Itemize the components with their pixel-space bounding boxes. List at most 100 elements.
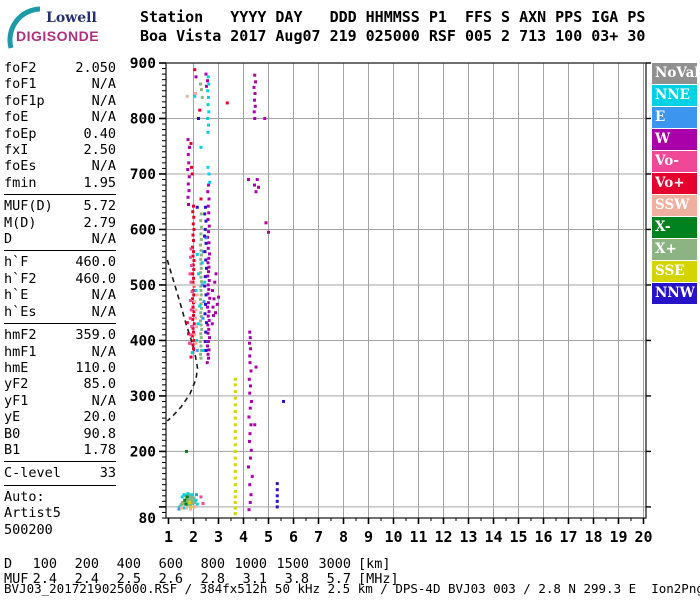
echo-point-nne [190,493,194,497]
x-axis-label: 15 [509,528,527,546]
echo-point-sse [233,377,237,381]
echo-point-w [207,270,210,274]
header-field-value: RSF [428,27,456,45]
echo-point-nne [178,505,182,509]
legend-item-sse: SSE [652,261,697,282]
echo-point-x [199,82,202,86]
echo-point-nne [199,145,203,149]
header-field-value: 005 [464,27,493,45]
echo-point-x [199,311,203,315]
echo-point-w [253,98,256,102]
header-field: Station Boa Vista [140,8,221,46]
echo-point-ssw [195,325,198,329]
echo-point-w [187,175,191,179]
echo-point-ssw [194,308,198,312]
parameter-label: M(D) [4,214,37,231]
echo-point-w [247,178,250,182]
x-axis-label: 7 [314,528,323,546]
echo-point-w [188,145,191,149]
echo-point-vo [188,316,192,320]
echo-point-w [207,318,211,322]
echo-point-nne [182,493,186,497]
echo-point-sse [233,489,237,493]
echo-point-w [248,354,252,358]
echo-point-vo [191,272,195,276]
echo-point-w [206,274,210,278]
parameter-label: yF2 [4,376,29,393]
echo-point-vo [201,502,205,506]
header-field: HHMMSS 025000 [366,8,420,46]
echo-point-w [249,384,252,388]
file-info-footer: BVJ03_2017219025000.RSF / 384fx512h 50 k… [4,581,700,596]
echo-point-w [208,336,211,340]
parameter-value: N/A [91,303,116,320]
echo-point-vo [192,322,196,326]
echo-point-w [214,311,217,315]
bottom-row-cell: 2.4 [74,571,99,587]
echo-point-w [247,415,251,419]
parameter-row: C-level 33 [4,465,116,481]
echo-point-vo [189,255,192,259]
echo-point-nnw [204,219,208,223]
echo-point-nne [206,89,210,93]
echo-point-nne [200,261,204,265]
header-field-label: AXN [519,8,547,26]
header-field-value: Aug07 [275,27,321,45]
echo-point-ssw [189,507,192,511]
echo-point-nnw [203,275,207,279]
header-field-label: YYYY [230,8,267,26]
echo-point-nne [206,165,210,169]
echo-point-nnw [203,234,206,238]
echo-point-vo [189,333,193,337]
autoscaling-info-line: Auto: [4,488,45,505]
header-field: IGA 03+ [591,8,618,46]
echo-point-x [200,348,203,352]
echo-point-nne [206,103,210,107]
echo-point-w [207,265,211,269]
parameter-value: 110.0 [75,359,116,376]
echo-point-vo [192,250,195,254]
echo-point-vo [198,108,202,112]
echo-point-sse [233,449,237,453]
echo-point-w [211,305,215,309]
echo-point-nnw [282,399,285,403]
x-axis-label: 2 [189,528,198,546]
echo-point-w [248,330,252,334]
header-field-label: Station [140,8,204,26]
echo-point-w [267,230,270,234]
header-field-value: 03+ [591,27,619,45]
echo-point-x [199,232,203,236]
parameter-label: yF1 [4,392,29,409]
echo-point-vo [190,325,194,329]
bottom-row-cell: 600 [158,556,183,572]
echo-point-nnw [204,330,208,334]
echo-point-sse [233,456,237,460]
bottom-row-cell: 2.8 [200,571,225,587]
echo-point-vo [192,276,195,280]
parameter-row: fxI 2.50 [4,142,116,158]
parameter-label: h`F [4,254,29,271]
echo-point-x [199,356,203,360]
echo-point-vo [189,141,193,145]
y-axis-label: 300 [130,389,156,405]
x-axis-label: 20 [634,528,652,546]
parameter-row: hmF1 N/A [4,344,116,360]
echo-point-w [206,190,210,194]
echo-point-sse [233,463,237,467]
echo-point-nne [193,94,197,98]
echo-point-x [184,502,188,506]
bottom-row-cell: 5.7 [326,571,351,587]
echo-point-w [207,310,211,314]
header-field-label: DDD [329,8,357,26]
echo-point-nne [196,322,200,326]
echo-point-x [199,266,203,270]
echo-point-w [249,347,252,351]
panel-separator [4,484,116,486]
lowell-digisonde-logo: Lowell DIGISONDE [6,4,136,52]
x-axis-label: 5 [264,528,273,546]
echo-point-sse [233,483,237,487]
echo-point-w [248,500,252,504]
echo-point-w [211,289,214,292]
parameter-value: 2.050 [75,60,116,76]
